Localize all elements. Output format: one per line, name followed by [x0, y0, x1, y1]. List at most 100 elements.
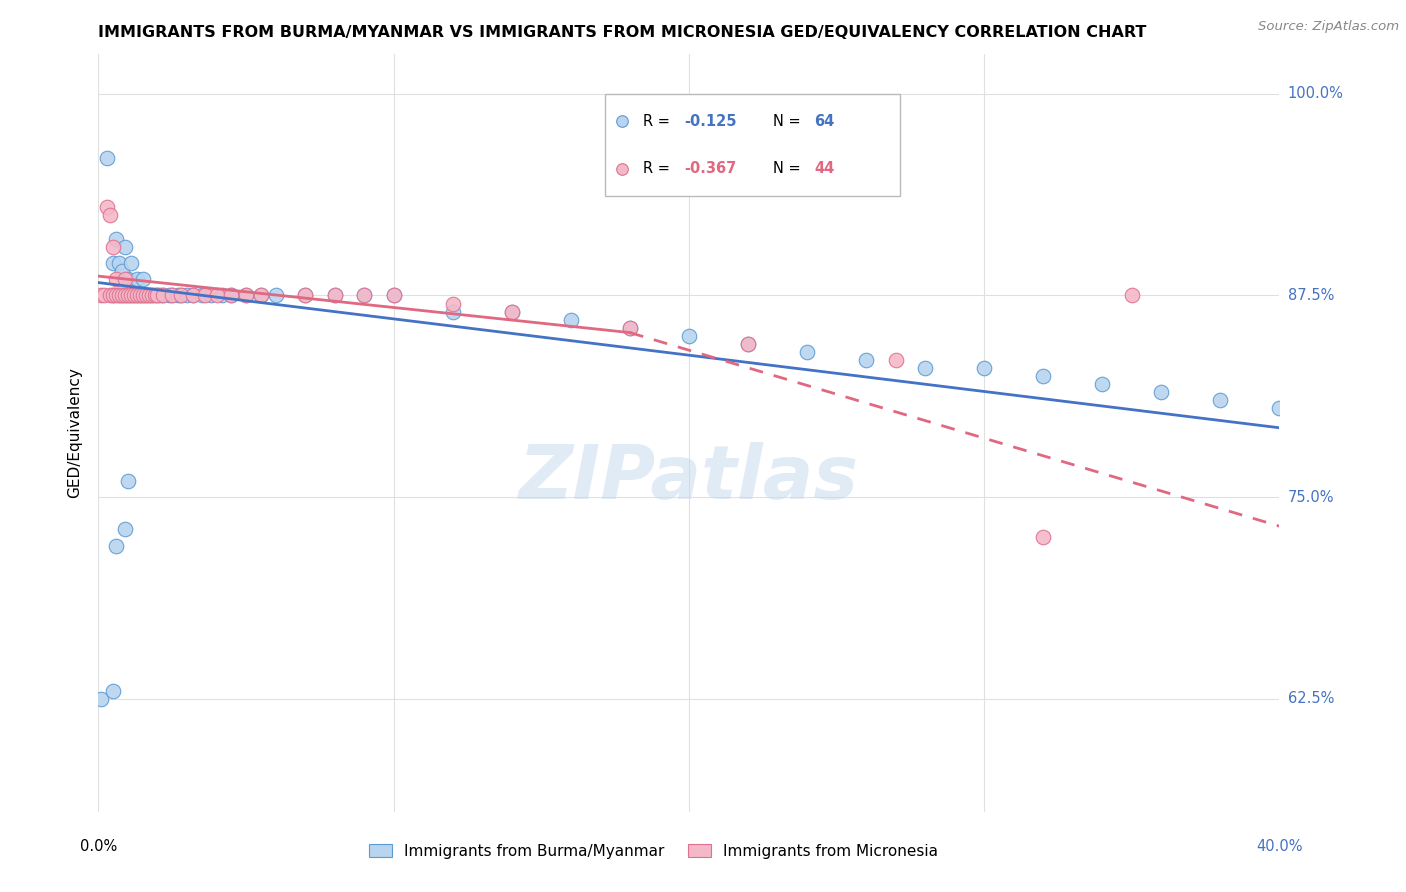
Point — [125, 288, 148, 302]
Point — [796, 345, 818, 359]
Point — [176, 288, 198, 302]
Point — [200, 288, 222, 302]
Point — [141, 288, 163, 302]
Point — [146, 288, 169, 302]
Point — [108, 288, 131, 302]
Text: 44: 44 — [814, 161, 835, 176]
Text: 75.0%: 75.0% — [1288, 490, 1334, 505]
Point — [125, 272, 148, 286]
Point — [167, 288, 190, 302]
Point — [114, 272, 136, 286]
Point — [441, 296, 464, 310]
Point — [111, 288, 134, 302]
Point — [111, 264, 134, 278]
Point — [141, 288, 163, 302]
Point — [157, 288, 180, 302]
Point — [114, 240, 136, 254]
Point — [117, 288, 139, 302]
Text: N =: N = — [773, 114, 806, 128]
Point — [181, 288, 204, 302]
Point — [612, 161, 634, 176]
Point — [1032, 369, 1054, 384]
Point — [501, 304, 523, 318]
Point — [149, 288, 172, 302]
Point — [1121, 288, 1143, 302]
Point — [98, 208, 121, 222]
Point — [191, 288, 214, 302]
Point — [105, 539, 128, 553]
Point — [501, 304, 523, 318]
Point — [152, 288, 174, 302]
Point — [117, 272, 139, 286]
Point — [138, 288, 160, 302]
Point — [737, 337, 759, 351]
Point — [125, 288, 148, 302]
Point — [619, 320, 641, 334]
Point — [105, 272, 128, 286]
Point — [98, 288, 121, 302]
Point — [120, 288, 142, 302]
Point — [619, 320, 641, 334]
Point — [170, 288, 193, 302]
Point — [103, 288, 125, 302]
Point — [1032, 531, 1054, 545]
Point — [146, 288, 169, 302]
Point — [120, 256, 142, 270]
Point — [93, 288, 115, 302]
Point — [353, 288, 375, 302]
Point — [103, 288, 125, 302]
Point — [135, 288, 157, 302]
Text: 100.0%: 100.0% — [1288, 87, 1344, 102]
Point — [162, 288, 183, 302]
Point — [323, 288, 346, 302]
Point — [170, 288, 193, 302]
Text: 40.0%: 40.0% — [1256, 839, 1303, 855]
Point — [122, 288, 145, 302]
Point — [612, 114, 634, 128]
Text: ZIPatlas: ZIPatlas — [519, 442, 859, 515]
Point — [441, 304, 464, 318]
Point — [114, 523, 136, 537]
Point — [132, 272, 155, 286]
Point — [122, 288, 145, 302]
Point — [294, 288, 316, 302]
Point — [1268, 401, 1291, 416]
Point — [122, 280, 145, 294]
Point — [884, 353, 907, 368]
Point — [117, 288, 139, 302]
Point — [96, 200, 118, 214]
Point — [323, 288, 346, 302]
Point — [105, 288, 128, 302]
Point — [914, 361, 936, 376]
Point — [1091, 377, 1114, 392]
Text: Source: ZipAtlas.com: Source: ZipAtlas.com — [1258, 20, 1399, 33]
Point — [1209, 393, 1232, 408]
Point — [128, 288, 150, 302]
Point — [103, 683, 125, 698]
Point — [235, 288, 257, 302]
Point — [294, 288, 316, 302]
Point — [205, 288, 228, 302]
Point — [382, 288, 405, 302]
Text: R =: R = — [643, 161, 675, 176]
Y-axis label: GED/Equivalency: GED/Equivalency — [67, 368, 83, 498]
Point — [678, 328, 700, 343]
Point — [138, 288, 160, 302]
Point — [235, 288, 257, 302]
Text: R =: R = — [643, 114, 675, 128]
Text: 0.0%: 0.0% — [80, 839, 117, 855]
Point — [221, 288, 243, 302]
Point — [114, 288, 136, 302]
Point — [114, 288, 136, 302]
Point — [105, 232, 128, 246]
Point — [194, 288, 217, 302]
Point — [120, 288, 142, 302]
Text: -0.125: -0.125 — [685, 114, 737, 128]
Text: -0.367: -0.367 — [685, 161, 737, 176]
Point — [132, 288, 155, 302]
Point — [117, 474, 139, 488]
Text: IMMIGRANTS FROM BURMA/MYANMAR VS IMMIGRANTS FROM MICRONESIA GED/EQUIVALENCY CORR: IMMIGRANTS FROM BURMA/MYANMAR VS IMMIGRA… — [98, 25, 1147, 40]
Text: 64: 64 — [814, 114, 835, 128]
Point — [211, 288, 233, 302]
Point — [264, 288, 287, 302]
